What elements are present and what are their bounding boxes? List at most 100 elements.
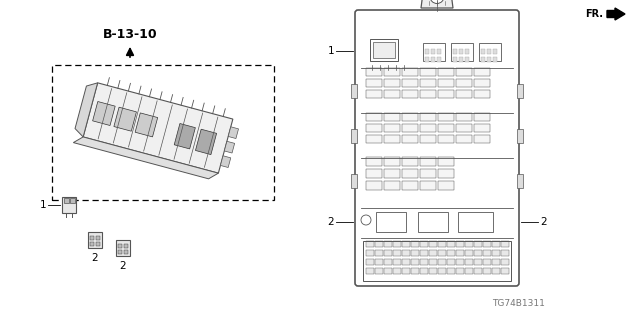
Bar xyxy=(420,268,428,274)
Bar xyxy=(431,57,435,62)
Bar xyxy=(420,259,428,265)
Bar xyxy=(456,250,464,256)
Bar xyxy=(83,83,233,173)
Bar xyxy=(420,68,436,76)
Bar xyxy=(517,84,523,98)
Bar xyxy=(366,241,374,247)
Bar xyxy=(420,124,436,132)
Bar xyxy=(402,157,418,166)
Bar xyxy=(384,181,400,190)
Bar xyxy=(465,250,473,256)
Bar xyxy=(411,268,419,274)
Bar xyxy=(429,241,437,247)
Bar xyxy=(118,250,122,254)
Bar xyxy=(492,241,500,247)
Text: 1: 1 xyxy=(40,200,46,210)
Bar xyxy=(228,127,239,139)
Bar xyxy=(70,198,75,203)
Bar xyxy=(384,90,400,98)
Bar xyxy=(411,241,419,247)
Bar xyxy=(393,259,401,265)
FancyArrow shape xyxy=(607,8,625,20)
Bar xyxy=(459,49,463,54)
Text: FR.: FR. xyxy=(585,9,603,19)
Bar xyxy=(366,90,382,98)
Bar xyxy=(447,268,455,274)
Bar xyxy=(479,43,501,61)
Bar xyxy=(90,242,94,246)
Bar xyxy=(402,268,410,274)
Bar xyxy=(438,157,454,166)
Bar xyxy=(402,250,410,256)
Bar xyxy=(492,250,500,256)
Bar xyxy=(62,197,76,213)
Bar xyxy=(351,174,357,188)
Text: 2: 2 xyxy=(92,253,99,263)
Bar xyxy=(456,90,472,98)
Bar xyxy=(465,259,473,265)
Bar xyxy=(118,244,122,248)
Bar xyxy=(438,113,454,121)
Bar xyxy=(402,79,418,87)
Bar xyxy=(456,68,472,76)
Bar xyxy=(429,250,437,256)
Bar xyxy=(456,135,472,143)
Bar xyxy=(465,57,469,62)
Bar xyxy=(418,212,448,232)
Bar xyxy=(384,241,392,247)
Bar xyxy=(447,259,455,265)
Bar xyxy=(384,79,400,87)
Bar xyxy=(384,124,400,132)
Bar xyxy=(453,57,457,62)
Bar xyxy=(459,57,463,62)
Text: 2: 2 xyxy=(120,261,126,271)
Bar xyxy=(384,113,400,121)
Bar xyxy=(93,101,115,125)
Bar xyxy=(351,84,357,98)
Bar xyxy=(402,181,418,190)
Bar xyxy=(474,90,490,98)
Circle shape xyxy=(361,215,371,225)
Bar xyxy=(483,241,491,247)
Bar xyxy=(438,259,446,265)
Bar xyxy=(402,90,418,98)
Bar xyxy=(124,250,128,254)
Bar xyxy=(474,241,482,247)
Bar xyxy=(481,49,485,54)
Bar xyxy=(483,250,491,256)
Bar xyxy=(420,90,436,98)
Bar xyxy=(438,241,446,247)
Bar xyxy=(366,250,374,256)
Bar xyxy=(474,268,482,274)
Bar xyxy=(501,259,509,265)
Bar xyxy=(456,241,464,247)
Bar xyxy=(487,49,491,54)
Polygon shape xyxy=(74,137,218,179)
Bar xyxy=(458,212,493,232)
Bar xyxy=(64,198,69,203)
Bar xyxy=(456,113,472,121)
Bar xyxy=(437,57,441,62)
Bar xyxy=(474,124,490,132)
Bar xyxy=(474,68,490,76)
FancyBboxPatch shape xyxy=(355,10,519,286)
Bar xyxy=(384,169,400,178)
Bar xyxy=(438,181,454,190)
Bar xyxy=(451,43,473,61)
Polygon shape xyxy=(421,0,453,8)
Bar xyxy=(517,129,523,143)
Bar xyxy=(402,68,418,76)
Bar xyxy=(370,39,398,61)
Bar xyxy=(420,169,436,178)
Bar xyxy=(465,241,473,247)
Bar xyxy=(376,212,406,232)
Bar xyxy=(402,113,418,121)
Bar xyxy=(438,124,454,132)
Bar xyxy=(492,259,500,265)
Circle shape xyxy=(430,0,444,4)
Bar xyxy=(420,157,436,166)
Bar xyxy=(351,129,357,143)
Bar xyxy=(366,79,382,87)
Bar xyxy=(423,43,445,61)
Bar xyxy=(393,241,401,247)
